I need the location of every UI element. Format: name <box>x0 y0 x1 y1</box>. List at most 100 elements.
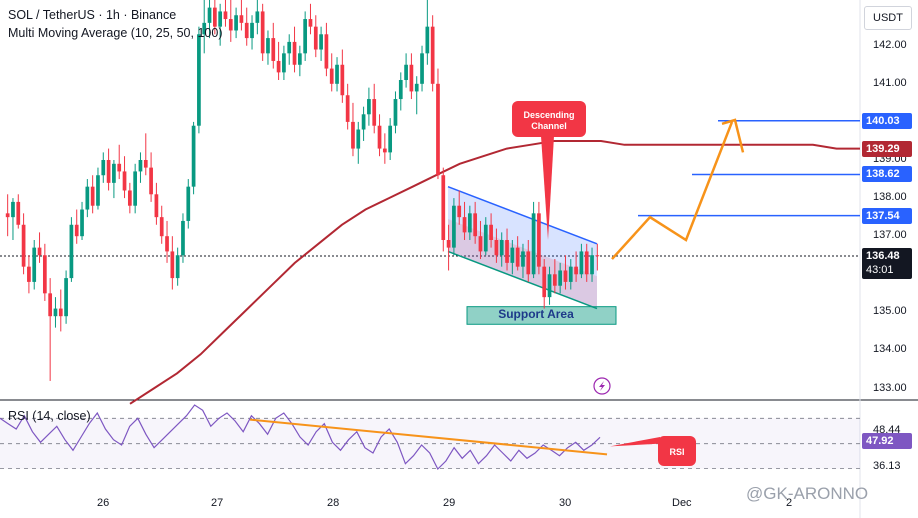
candle-body <box>590 255 594 275</box>
candle-body <box>85 186 90 210</box>
candle-body <box>393 99 398 126</box>
channel-lower-line <box>447 250 598 310</box>
candle-body <box>32 247 37 282</box>
candlestick-series <box>5 0 600 381</box>
candle-body <box>489 224 493 240</box>
candle-body <box>356 129 361 149</box>
candle-body <box>372 99 377 126</box>
candle-body <box>282 53 286 73</box>
price-tick-label: 137.00 <box>873 229 907 242</box>
candle-body <box>21 224 26 267</box>
candle-body <box>595 255 600 257</box>
rsi-callout-box <box>658 436 696 466</box>
candle-body <box>446 240 451 248</box>
candle-body <box>409 64 414 92</box>
moving-average-line <box>129 140 860 405</box>
indicator-title: Multi Moving Average (10, 25, 50, 100) <box>8 26 223 40</box>
time-tick-label: 26 <box>97 497 110 509</box>
candle-body <box>483 224 488 252</box>
time-tick-label: Dec <box>672 497 692 509</box>
candle-body <box>271 38 276 61</box>
candle-body <box>404 64 408 80</box>
candle-body <box>154 194 159 218</box>
candle-body <box>558 270 563 286</box>
rsi-callout-pointer <box>610 437 660 447</box>
candle-body <box>563 270 568 282</box>
candle-body <box>388 125 393 153</box>
candle-body <box>287 41 292 54</box>
candle-body <box>191 125 196 187</box>
candle-body <box>510 247 515 263</box>
currency-button[interactable]: USDT <box>864 6 912 30</box>
candle-body <box>505 240 509 263</box>
candle-body <box>526 251 531 275</box>
candle-body <box>48 293 53 317</box>
candle-body <box>64 278 68 317</box>
candle-body <box>255 11 260 23</box>
candle-body <box>207 7 212 23</box>
candle-body <box>234 15 238 31</box>
candle-body <box>106 160 111 183</box>
rsi-line <box>0 404 601 471</box>
candle-body <box>473 213 478 237</box>
price-tick-label: 134.00 <box>873 343 907 356</box>
candle-body <box>335 64 339 84</box>
candle-body <box>133 171 138 206</box>
projection-path <box>611 121 734 260</box>
price-tick-label: 138.00 <box>873 191 907 204</box>
projection-arrowhead <box>721 118 745 153</box>
candle-body <box>547 274 552 298</box>
candle-body <box>58 308 63 317</box>
time-tick-label: 30 <box>559 497 572 509</box>
candle-body <box>197 34 201 126</box>
rsi-trendline <box>249 418 608 456</box>
time-tick-label: 2 <box>786 497 793 509</box>
candle-body <box>308 19 313 27</box>
candle-body <box>297 53 302 65</box>
rsi-panel: RSI <box>0 404 860 471</box>
candle-body <box>266 38 270 54</box>
candle-body <box>584 251 589 275</box>
candle-body <box>138 160 143 172</box>
candle-body <box>223 11 228 20</box>
candle-body <box>303 19 308 54</box>
candle-body <box>441 175 446 240</box>
candle-body <box>531 213 536 275</box>
candle-body <box>478 236 483 252</box>
candle-body <box>398 80 403 100</box>
candle-body <box>181 220 185 256</box>
candle-body <box>175 255 180 279</box>
candle-body <box>80 209 84 237</box>
candle-body <box>276 60 281 73</box>
target-tag-137: 137.54 <box>862 207 912 224</box>
candle-body <box>552 274 557 286</box>
candle-body <box>574 266 578 275</box>
candle-body <box>329 68 334 84</box>
support-zone <box>466 306 617 325</box>
candle-body <box>542 266 547 298</box>
candle-body <box>250 22 254 39</box>
candle-body <box>457 205 462 218</box>
rsi-callout-text: RSI <box>669 447 684 457</box>
candle-body <box>361 114 366 130</box>
candle-body <box>5 213 10 218</box>
last-price-tag: 136.48 43:01 <box>862 248 912 279</box>
candle-body <box>149 167 153 195</box>
candle-body <box>186 186 191 221</box>
candle-body <box>537 213 541 267</box>
candle-body <box>159 217 164 237</box>
channel-upper-line <box>447 185 598 245</box>
candle-body <box>452 205 456 248</box>
candle-body <box>319 34 323 50</box>
price-tick-label: 133.00 <box>873 381 907 394</box>
target-tag-138: 138.62 <box>862 166 912 183</box>
price-tick-label: 142.00 <box>873 38 907 51</box>
time-tick-label: 27 <box>211 497 224 509</box>
candle-body <box>165 236 169 252</box>
candle-body <box>377 125 382 149</box>
candle-body <box>117 163 122 172</box>
candle-body <box>122 171 127 191</box>
candle-body <box>515 247 520 267</box>
